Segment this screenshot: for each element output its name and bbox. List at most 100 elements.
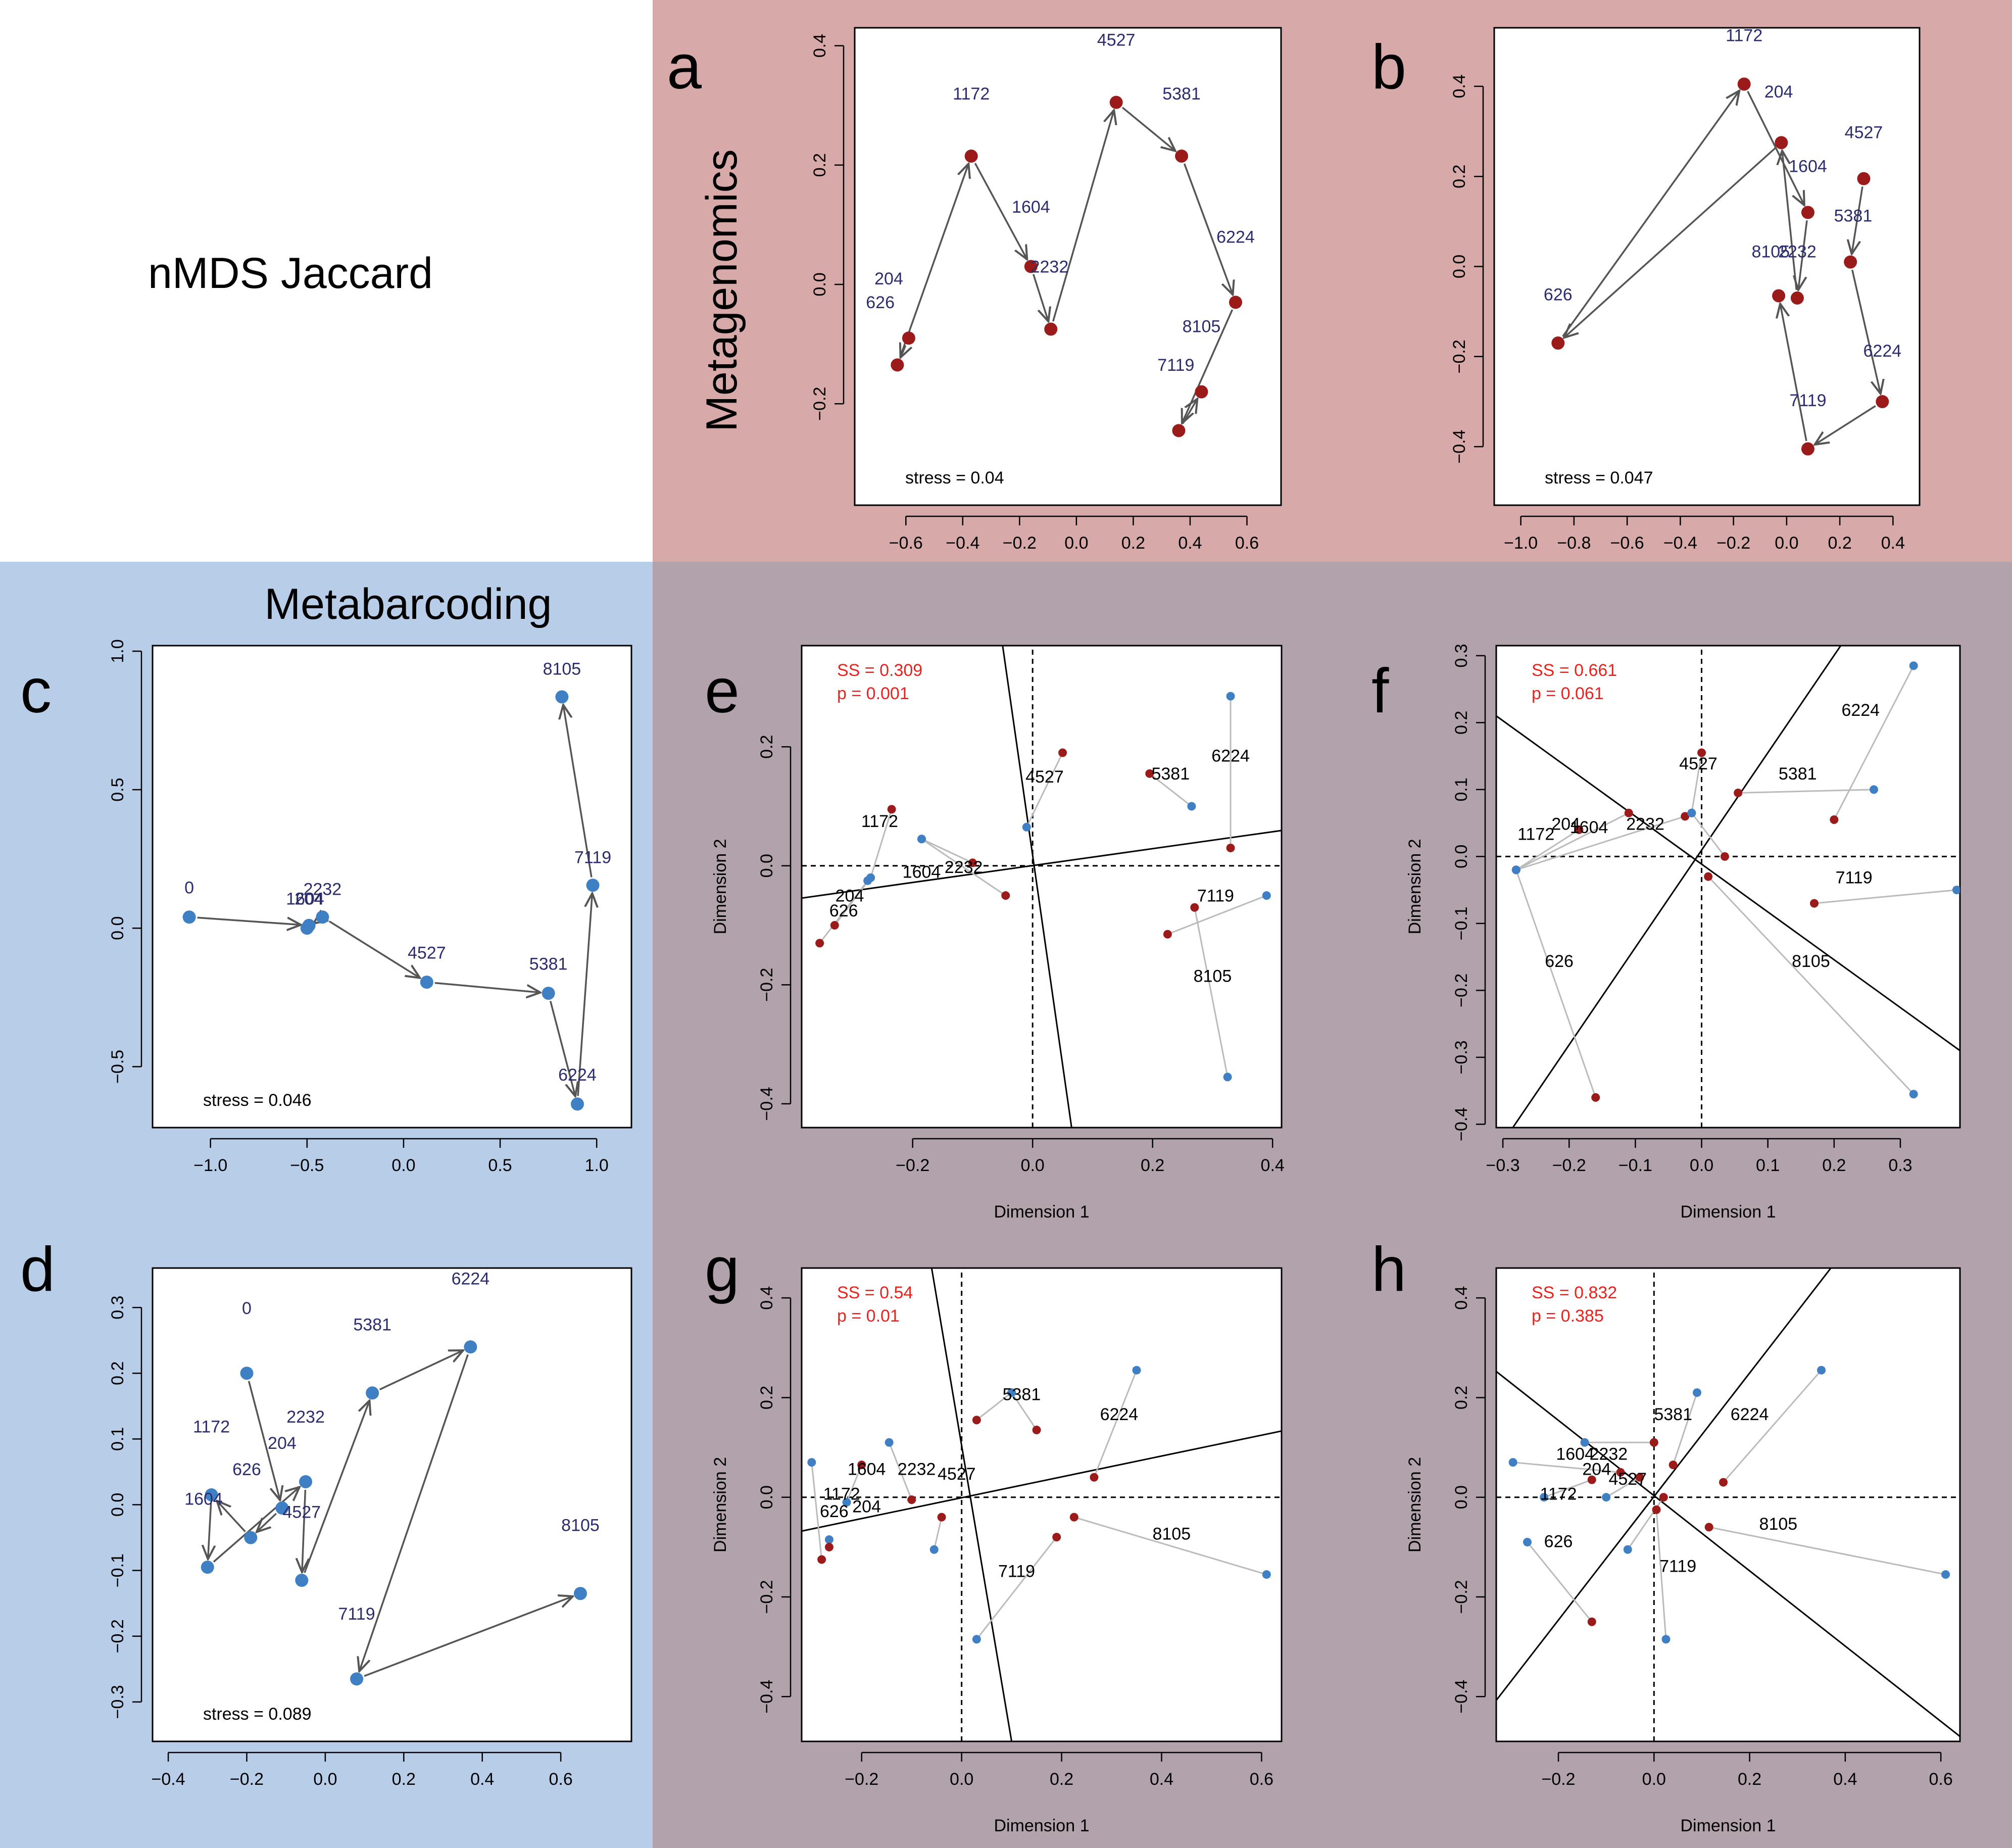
y-tick-label: −0.4: [757, 1680, 776, 1714]
y-tick-label: 0.0: [1452, 845, 1471, 868]
procrustes-residual: [1515, 869, 1597, 1098]
point-label-1172: 1172: [1517, 824, 1554, 844]
data-point-8105: [573, 1587, 587, 1600]
y-tick-label: 1.0: [108, 639, 127, 663]
trajectory-arrow: [1747, 90, 1804, 205]
metagenomics-section-label: Metagenomics: [698, 149, 746, 431]
point-label-2232: 2232: [286, 1407, 325, 1427]
trajectory-arrow: [364, 1596, 573, 1677]
point-label-5381: 5381: [529, 954, 568, 974]
procrustes-residual: [1093, 1370, 1138, 1478]
x-tick-label: 0.0: [1021, 1156, 1045, 1175]
point-label-626: 626: [866, 293, 895, 312]
x-tick-label: −0.6: [889, 533, 923, 553]
y-tick-label: −0.4: [1450, 430, 1469, 464]
panel-d: d −0.4 −0.2 0.0 0.2 0.4 0.6 −0.3 −0.2 −0.1 0.0 0.1 0…: [20, 1235, 632, 1789]
data-point-7119: [1801, 442, 1814, 456]
procrustes-residual: [834, 877, 871, 926]
panel-letter-g: g: [705, 1235, 740, 1304]
x-tick-label: −0.8: [1557, 533, 1591, 553]
point-label-1604: 1604: [1556, 1445, 1594, 1464]
point-label-626: 626: [232, 1460, 261, 1479]
point-label-6224: 6224: [1211, 747, 1250, 766]
metagenomics-point: [968, 858, 977, 867]
point-label-5381: 5381: [1162, 84, 1201, 104]
y-tick-label: −0.2: [810, 387, 829, 421]
metagenomics-point: [824, 1542, 833, 1551]
metagenomics-point: [1635, 1473, 1644, 1482]
x-tick-label: −0.2: [1003, 533, 1037, 553]
metagenomics-point: [1069, 1513, 1078, 1522]
point-label-2232: 2232: [1590, 1445, 1628, 1464]
point-label-5381: 5381: [1151, 764, 1190, 784]
metagenomics-point: [1704, 1523, 1713, 1532]
metagenomics-point: [1697, 748, 1706, 757]
y-tick-label: 0.4: [757, 1286, 776, 1310]
point-label-8105: 8105: [1194, 966, 1232, 986]
trajectory-arrow: [1780, 304, 1807, 442]
x-tick-label: 0.6: [1929, 1770, 1953, 1789]
x-tick-label: −0.2: [230, 1770, 264, 1789]
procrustes-residual: [1011, 1392, 1038, 1431]
y-tick-label: 0.0: [108, 1493, 127, 1517]
y-tick-label: −0.4: [1452, 1680, 1471, 1714]
point-label-0: 0: [242, 1299, 252, 1318]
point-label-204: 204: [268, 1434, 297, 1453]
rotation-axis: [802, 830, 1282, 899]
metagenomics-point: [1681, 812, 1690, 821]
metagenomics-point: [1591, 1093, 1600, 1102]
data-point-0: [240, 1367, 254, 1380]
metabarcoding-point: [917, 835, 926, 844]
trajectory-arrow: [1182, 399, 1198, 424]
metagenomics-point: [1058, 748, 1067, 757]
procrustes-residual: [1194, 907, 1229, 1078]
trajectory-arrow: [1033, 274, 1049, 322]
procrustes-residual: [921, 838, 1006, 896]
x-tick-label: 0.4: [1833, 1770, 1857, 1789]
metagenomics-point: [817, 1555, 826, 1564]
x-tick-label: 0.0: [1690, 1156, 1713, 1175]
rotation-axis: [1496, 715, 1960, 1051]
x-tick-label: 0.4: [1261, 1156, 1285, 1175]
metagenomics-point: [1719, 1478, 1728, 1487]
point-label-5381: 5381: [1834, 206, 1873, 225]
y-tick-label: 0.4: [810, 34, 829, 58]
procrustes-residual: [1515, 829, 1580, 871]
metagenomics-point: [1090, 1473, 1099, 1482]
data-point-1172: [1737, 77, 1751, 91]
point-label-7119: 7119: [998, 1562, 1035, 1581]
trajectory-arrow: [197, 917, 301, 925]
point-label-6224: 6224: [1731, 1405, 1769, 1424]
rotation-axis: [1496, 1370, 1960, 1737]
metabarcoding-point: [1540, 1493, 1549, 1502]
y-tick-label: 0.5: [108, 777, 127, 801]
y-tick-label: 0.2: [757, 735, 776, 759]
y-tick-label: 0.2: [108, 1361, 127, 1385]
x-tick-label: −0.2: [845, 1770, 878, 1789]
x-tick-label: 0.1: [1756, 1156, 1780, 1175]
point-label-4527: 4527: [1097, 30, 1136, 50]
ss-value: SS = 0.54: [837, 1283, 913, 1302]
metabarcoding-point: [885, 1438, 894, 1447]
metabarcoding-point: [1223, 1073, 1232, 1082]
p-value: p = 0.01: [837, 1306, 900, 1326]
point-label-1172: 1172: [823, 1485, 860, 1504]
data-point-2232: [1790, 291, 1804, 305]
y-tick-label: −0.1: [1452, 906, 1471, 940]
y-axis-title: Dimension 2: [1405, 1457, 1425, 1552]
point-label-4527: 4527: [1608, 1470, 1647, 1489]
x-tick-label: −1.0: [193, 1156, 227, 1175]
point-label-7119: 7119: [574, 848, 611, 867]
panel-b: b −1.0 −0.8 −0.6 −0.4 −0.2 0.0 0.2 0.4 −0.4 −0.2 0.…: [1371, 26, 1921, 553]
plot-area-h: [1495, 1267, 1961, 1742]
trajectory-arrow: [974, 163, 1027, 259]
metagenomics-point: [830, 921, 839, 930]
point-label-4527: 4527: [1679, 754, 1717, 773]
point-label-2232: 2232: [1030, 257, 1069, 276]
point-label-8105: 8105: [561, 1516, 600, 1535]
x-tick-label: 0.2: [1050, 1770, 1073, 1789]
point-label-8105: 8105: [543, 660, 581, 679]
panel-letter-a: a: [667, 32, 702, 102]
data-point-6224: [1229, 296, 1242, 309]
